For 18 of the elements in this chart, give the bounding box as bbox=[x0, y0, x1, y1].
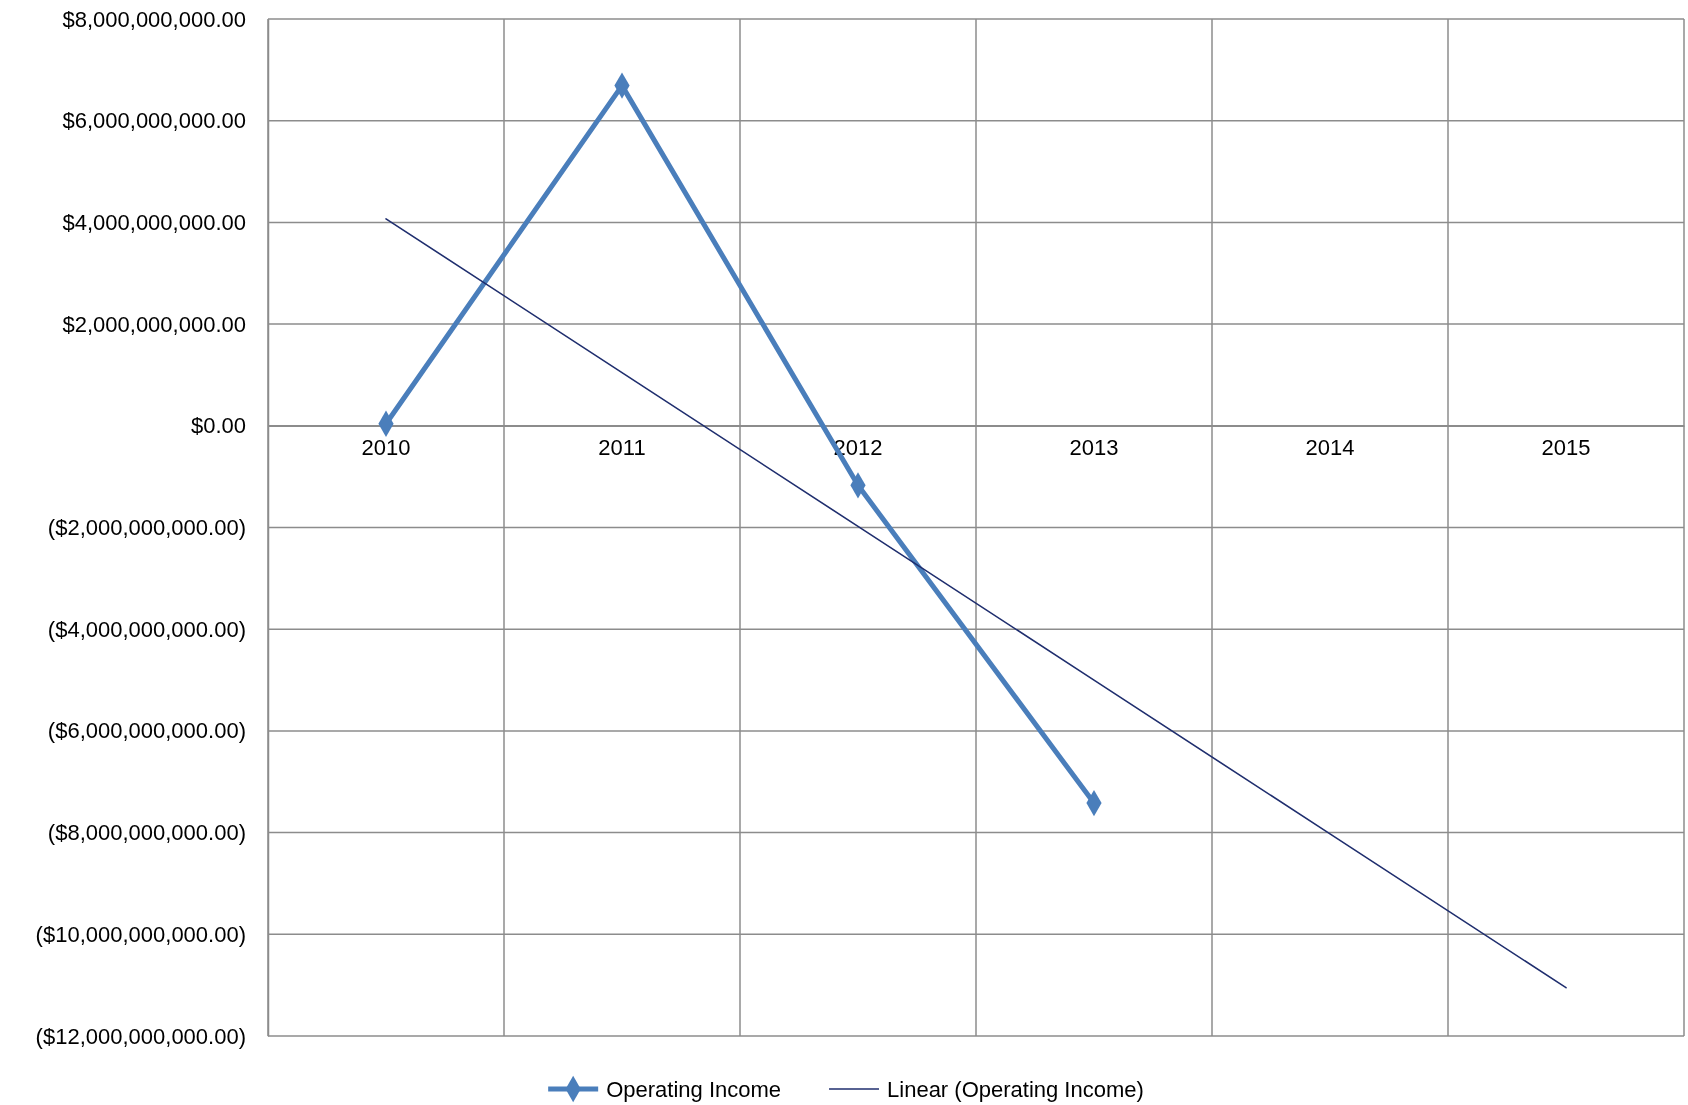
x-tick-label: 2014 bbox=[1305, 435, 1355, 461]
y-tick-label: ($8,000,000,000.00) bbox=[47, 820, 246, 846]
y-tick-label: ($4,000,000,000.00) bbox=[47, 616, 246, 642]
y-tick-label: $8,000,000,000.00 bbox=[62, 6, 246, 32]
y-tick-label: $6,000,000,000.00 bbox=[62, 108, 246, 134]
x-tick-label: 2011 bbox=[598, 435, 646, 461]
legend-label: Operating Income bbox=[606, 1077, 782, 1102]
y-tick-label: ($10,000,000,000.00) bbox=[35, 921, 246, 947]
y-tick-label: ($6,000,000,000.00) bbox=[47, 718, 246, 744]
y-tick-label: $4,000,000,000.00 bbox=[62, 209, 246, 235]
x-tick-label: 2015 bbox=[1541, 435, 1591, 461]
y-tick-label: ($12,000,000,000.00) bbox=[35, 1023, 246, 1049]
y-tick-label: $0.00 bbox=[190, 413, 246, 439]
legend-label: Linear (Operating Income) bbox=[887, 1077, 1144, 1102]
y-tick-label: $2,000,000,000.00 bbox=[62, 311, 246, 337]
y-tick-label: ($2,000,000,000.00) bbox=[47, 515, 246, 541]
x-tick-label: 2013 bbox=[1069, 435, 1119, 461]
x-tick-label: 2010 bbox=[361, 435, 411, 461]
